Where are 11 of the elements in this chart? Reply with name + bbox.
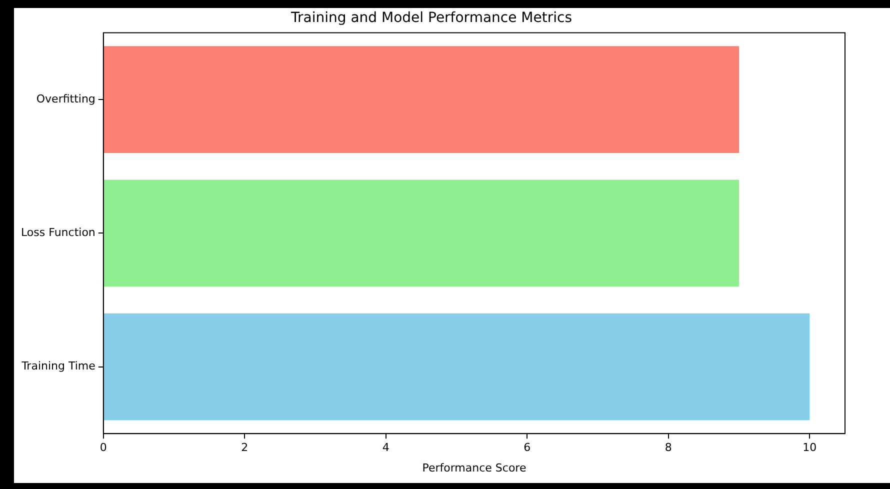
x-tick-label: 2	[241, 441, 248, 454]
y-tick-label: Overfitting	[36, 92, 96, 106]
y-tick-label: Loss Function	[20, 226, 96, 240]
x-tick-label: 6	[524, 441, 531, 454]
x-tick-label: 8	[664, 441, 672, 454]
chart-title: Training and Model Performance Metrics	[290, 10, 572, 26]
x-tick-label: 10	[802, 441, 817, 454]
x-tick-label: 4	[382, 441, 390, 454]
x-tick-label: 0	[100, 441, 107, 454]
y-tick-label: Training Time	[20, 360, 96, 373]
x-axis-title: Performance Score	[422, 461, 526, 474]
